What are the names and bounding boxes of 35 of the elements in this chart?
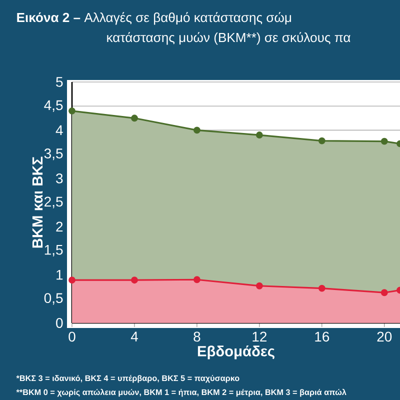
point [193, 126, 200, 134]
point [256, 132, 263, 138]
y-tick-label: 4 [56, 125, 63, 136]
y-axis-title: ΒΚΜ και ΒΚΣ [32, 156, 43, 248]
point [68, 276, 76, 284]
x-tick-label: 0 [68, 332, 76, 342]
point [318, 137, 326, 144]
x-tick-label: 4 [130, 332, 138, 342]
point [131, 276, 138, 284]
y-tick-label: 4,5 [44, 100, 63, 112]
point [256, 282, 263, 290]
chart-subtitle: κατάστασης μυών (ΒΚΜ**) σε σκύλους πα [107, 32, 350, 45]
y-tick-label: 0 [56, 318, 63, 328]
x-tick-label: 12 [252, 332, 266, 342]
point [318, 284, 326, 292]
y-tick-label: 3 [56, 173, 63, 184]
y-tick-label: 0,5 [44, 293, 63, 305]
chart-title: Εικόνα 2 – Αλλαγές σε βαθμό κατάστασης σώμ [17, 12, 291, 25]
point [68, 107, 76, 114]
x-tick-label: 20 [377, 332, 392, 342]
x-axis-title: Εβδομάδες [198, 345, 274, 360]
y-tick-label: 3,5 [44, 148, 63, 160]
y-tick-label: 2 [56, 222, 63, 232]
point [380, 289, 388, 296]
x-tick-label: 16 [315, 332, 330, 342]
y-tick-label: 1,5 [44, 245, 63, 256]
text: *ΒΚΣ 3 = ιδανικό, ΒΚΣ 4 = υπέρβαρο, ΒΚΣ 5 = παχύσαρκο [16, 375, 240, 383]
y-tick-label: 5 [56, 77, 63, 87]
y-tick-label: 2,5 [44, 196, 63, 208]
x-tick-label: 8 [194, 332, 200, 342]
point [380, 138, 388, 145]
point [131, 114, 138, 122]
point [193, 276, 200, 284]
text: **ΒΚΜ 0 = χωρίς απώλεια μυών, ΒΚΜ 1 = ήπια, ΒΚΜ 2 = μέτρια, ΒΚΜ 3 = βαριά απώλ [16, 388, 346, 397]
y-tick-label: 1 [56, 270, 63, 280]
